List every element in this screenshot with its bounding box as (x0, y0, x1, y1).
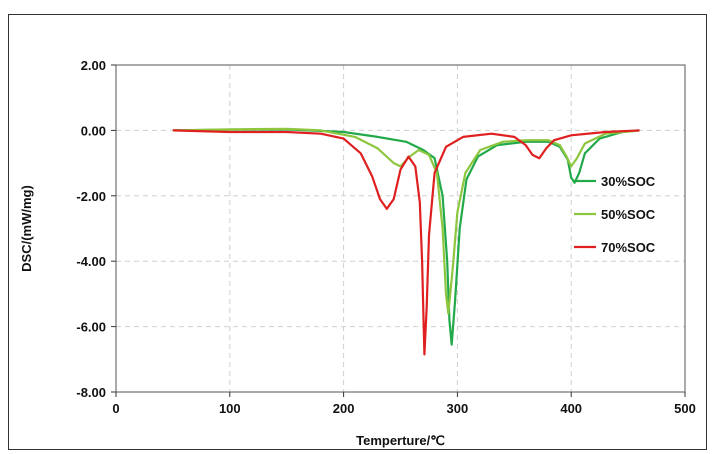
legend: 30%SOC 50%SOC 70%SOC (574, 174, 656, 255)
legend-label: 30%SOC (601, 174, 656, 189)
y-axis-title: DSC/(mW/mg) (19, 185, 34, 272)
dsc-chart: 0 100 200 300 400 500 2.00 0.00 -2.00 -4.00 -6.00 -… (19, 58, 696, 448)
legend-label: 50%SOC (601, 207, 656, 222)
legend-label: 70%SOC (601, 240, 656, 255)
y-tick-label: 2.00 (81, 58, 106, 73)
series-line-3 (172, 129, 640, 356)
x-tick-label: 300 (447, 401, 469, 416)
series-line-2 (172, 127, 640, 315)
axes: 0 100 200 300 400 500 2.00 0.00 -2.00 -4.00 -6.00 -… (76, 58, 695, 416)
x-axis-title: Temperture/℃ (356, 433, 445, 448)
plot-area (115, 64, 686, 393)
x-tick-label: 0 (112, 401, 119, 416)
y-tick-label: 0.00 (81, 123, 106, 138)
x-tick-label: 500 (674, 401, 696, 416)
x-tick-label: 100 (219, 401, 241, 416)
chart-frame: 0 100 200 300 400 500 2.00 0.00 -2.00 -4.00 -6.00 -… (8, 14, 707, 450)
series-layer (172, 127, 640, 356)
series-line-1 (172, 128, 640, 346)
y-tick-label: -4.00 (76, 254, 106, 269)
y-tick-label: -2.00 (76, 189, 106, 204)
x-tick-label: 200 (333, 401, 355, 416)
x-tick-label: 400 (560, 401, 582, 416)
y-tick-label: -6.00 (76, 320, 106, 335)
gridlines (116, 65, 685, 392)
y-tick-label: -8.00 (76, 385, 106, 400)
